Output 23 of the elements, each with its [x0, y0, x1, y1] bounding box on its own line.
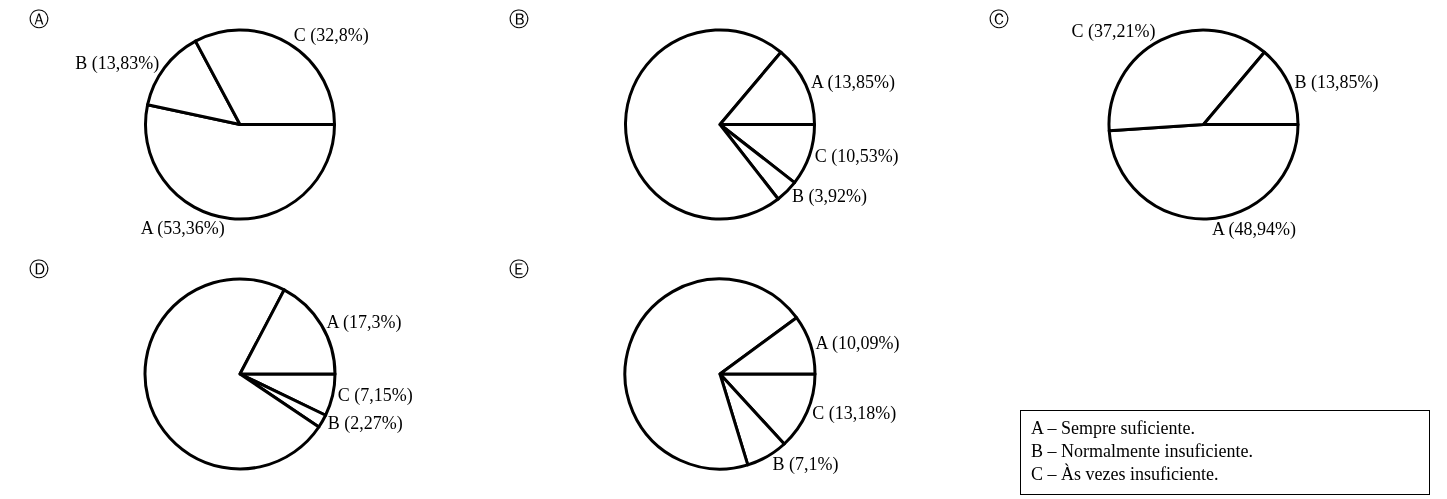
chart-title: Ⓐ: [28, 7, 49, 32]
chart-title: Ⓔ: [508, 256, 529, 281]
slice-label: A (17,3%): [326, 311, 402, 333]
slice-label: B (3,92%): [792, 186, 868, 208]
slice-label: B (2,27%): [327, 413, 403, 435]
slice-label: A (53,36%): [140, 218, 225, 240]
slice-label: B (13,83%): [75, 53, 160, 75]
slice-label: A (10,09%): [815, 332, 900, 354]
slice-label: B (13,85%): [1294, 72, 1379, 94]
text: A – Sempre suficiente.: [1031, 417, 1196, 440]
slice-label: A (48,94%): [1211, 218, 1296, 240]
chart-title: Ⓒ: [989, 7, 1010, 32]
slice-label: C (7,15%): [337, 385, 413, 407]
slice-label: C (32,8%): [293, 25, 369, 47]
slice-label: B (7,1%): [772, 453, 839, 475]
slice-label: C (37,21%): [1071, 21, 1156, 43]
slice-label: C (13,18%): [812, 403, 897, 425]
text: C – Às vezes insuficiente.: [1031, 463, 1220, 486]
chart-title: Ⓓ: [28, 256, 49, 281]
text: B – Normalmente insuficiente.: [1031, 440, 1254, 463]
slice-label: C (10,53%): [814, 145, 899, 167]
chart-title: Ⓑ: [508, 7, 529, 32]
slice-label: A (13,85%): [810, 72, 895, 94]
